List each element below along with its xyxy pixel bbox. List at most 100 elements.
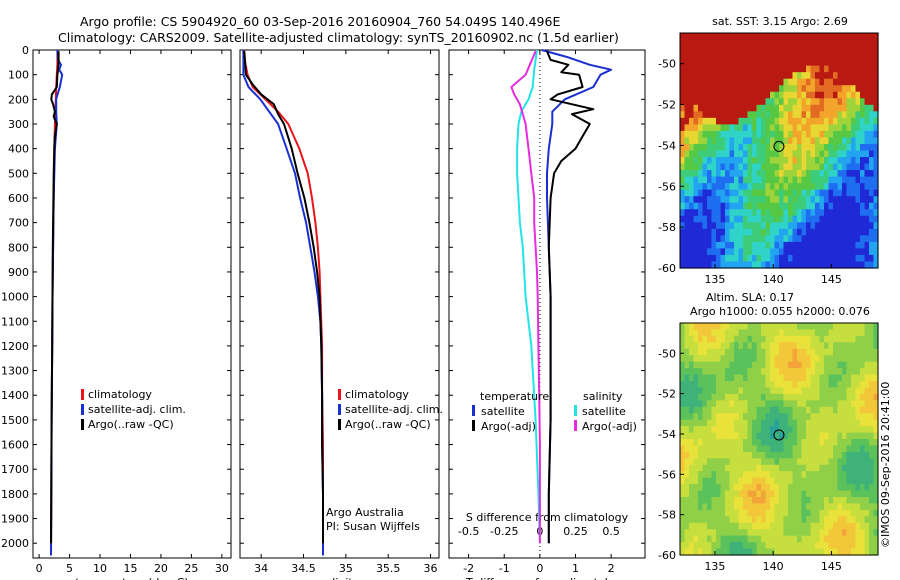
salinity-series-1 xyxy=(242,50,324,556)
sla_map-cell xyxy=(702,381,708,389)
sst_map-cell xyxy=(729,33,735,41)
sst_map-cell xyxy=(806,65,812,73)
sla_map-cell xyxy=(869,548,875,556)
sst_map-cell xyxy=(725,117,731,125)
sst_map-cell xyxy=(752,209,758,217)
sst_map-cell xyxy=(869,176,875,184)
sst_map-cell xyxy=(734,143,740,152)
sst_map-cell xyxy=(873,59,879,67)
sla_map-cell xyxy=(765,406,771,414)
sla_map-cell xyxy=(729,516,735,524)
sla_map-cell xyxy=(855,355,861,363)
sst_map-cell xyxy=(824,33,830,41)
sst_map-cell xyxy=(725,85,731,93)
depth-tick-label: 1900 xyxy=(1,513,29,526)
sst_map-cell xyxy=(765,215,771,223)
sla_map-cell xyxy=(792,471,798,479)
sst_map-cell xyxy=(761,98,767,106)
sst_map-cell xyxy=(702,202,708,210)
sla_map-cell xyxy=(797,368,803,376)
sst_map-cell xyxy=(734,163,740,171)
sla_map-cell xyxy=(801,361,807,369)
sst_map-cell xyxy=(806,59,812,67)
sla_map-cell xyxy=(774,406,780,414)
sla-map-title-line1: Altim. SLA: 0.17 xyxy=(706,291,794,304)
sla_map-cell xyxy=(707,361,713,369)
sla_map-cell xyxy=(693,432,699,440)
sst_map-cell xyxy=(846,85,852,93)
sla_map-cell xyxy=(860,464,866,472)
sst_map-cell xyxy=(846,202,852,210)
sla_map-cell xyxy=(743,497,749,505)
sst_map-cell xyxy=(842,104,848,112)
sla_map-cell xyxy=(747,406,753,414)
sst_map-cell xyxy=(815,39,821,47)
diff-legend-salinity-label: satellite xyxy=(582,405,626,418)
sla_map-cell xyxy=(797,335,803,343)
sst_map-cell xyxy=(851,59,857,67)
sst_map-cell xyxy=(815,241,821,250)
sst_map-cell xyxy=(761,241,767,250)
sla_map-cell xyxy=(788,426,794,434)
sla_map-cell xyxy=(864,413,870,421)
sla_map-cell xyxy=(851,342,857,350)
sla_map-cell xyxy=(720,432,726,440)
sst_map-cell xyxy=(869,33,875,41)
sla_map-cell xyxy=(806,400,812,408)
sst_map-cell xyxy=(873,85,879,93)
sst_map-cell xyxy=(873,176,879,184)
sla_map-cell xyxy=(774,484,780,492)
sla_map-cell xyxy=(788,497,794,505)
sla_map-cell xyxy=(702,484,708,492)
sla_map-cell xyxy=(806,432,812,440)
sst_map-cell xyxy=(810,59,816,67)
sla_map-cell xyxy=(765,387,771,395)
sst_map-cell xyxy=(873,196,879,204)
sst_map-cell xyxy=(815,215,821,223)
sla_map-cell xyxy=(801,548,807,556)
sla_map-cell xyxy=(792,522,798,530)
sst_map-cell xyxy=(770,111,776,119)
sst_map-cell xyxy=(725,176,731,184)
sla_map-cell xyxy=(846,451,852,459)
sst_map-cell xyxy=(774,215,780,223)
sla_map-cell xyxy=(837,374,843,382)
sst_map-cell xyxy=(702,222,708,230)
sla_map-cell xyxy=(806,522,812,530)
sst_map-cell xyxy=(702,176,708,184)
sla_map-cell xyxy=(729,548,735,556)
sla_map-cell xyxy=(707,497,713,505)
sla_map-cell xyxy=(698,522,704,530)
sla_map-cell xyxy=(716,374,722,382)
sst_map-cell xyxy=(720,59,726,67)
sla_map-cell xyxy=(756,393,762,401)
sla_map-cell xyxy=(842,522,848,530)
sla_map-cell xyxy=(774,348,780,356)
sst_map-cell xyxy=(693,91,699,99)
sla_map-cell xyxy=(837,419,843,427)
sla_map-cell xyxy=(842,464,848,472)
sla_map-cell xyxy=(837,458,843,466)
sst_map-cell xyxy=(779,72,785,80)
sst_map-cell xyxy=(747,52,753,60)
sla_map-cell xyxy=(801,490,807,498)
sla_map-cell xyxy=(828,477,834,485)
sla_map-cell xyxy=(806,509,812,517)
sst_map-cell xyxy=(734,98,740,106)
sla_map-cell xyxy=(747,445,753,453)
sst_map-cell xyxy=(864,150,870,158)
sla_map-cell xyxy=(752,368,758,376)
sst_map-cell xyxy=(788,222,794,230)
sst_map-cell xyxy=(684,39,690,47)
sst_map-cell xyxy=(792,261,798,269)
sst_map-cell xyxy=(819,241,825,250)
sla_map-cell xyxy=(824,374,830,382)
sst_map-cell xyxy=(756,59,762,67)
sst_map-cell xyxy=(806,254,812,263)
sst_map-cell xyxy=(783,91,789,99)
sla_map-cell xyxy=(689,355,695,363)
sst_map-cell xyxy=(702,111,708,119)
sst_map-cell xyxy=(720,78,726,86)
sst_map-cell xyxy=(855,46,861,54)
sst_map-cell xyxy=(774,202,780,210)
